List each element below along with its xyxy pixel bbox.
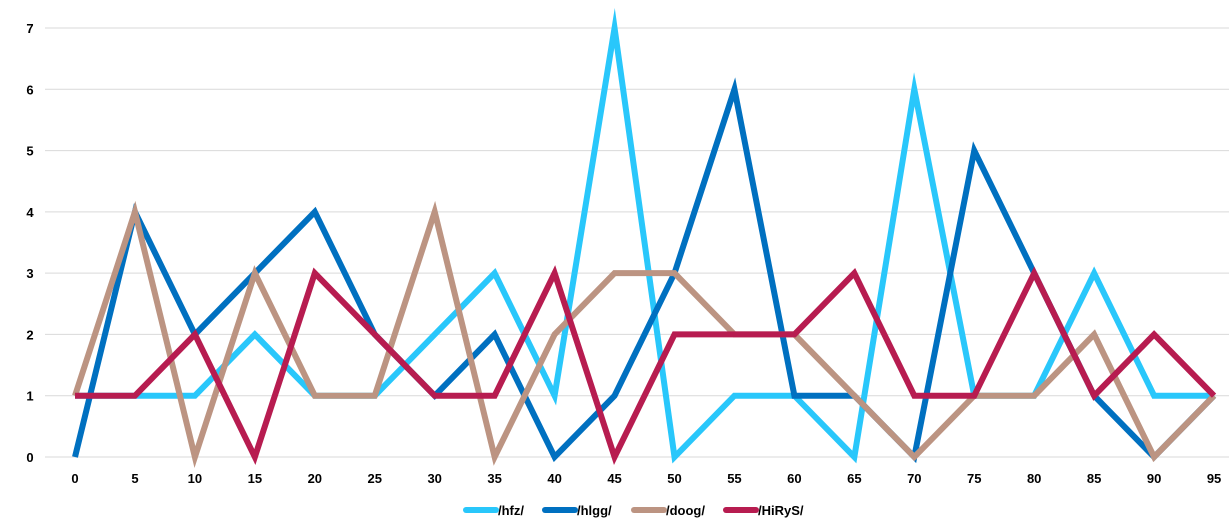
x-tick-label: 60 [787, 471, 801, 486]
series-line [72, 77, 1217, 464]
legend-item: /doog/ [631, 503, 705, 518]
x-axis-tick-labels: 0 5 10 15 20 25 30 35 40 45 50 55 60 65 70 75 80 85 90 95 [71, 471, 1221, 486]
legend-item: /HiRyS/ [723, 503, 804, 518]
legend-label: /hlgg/ [577, 503, 612, 518]
x-tick-label: 15 [248, 471, 262, 486]
x-tick-label: 50 [667, 471, 681, 486]
y-tick-label: 2 [26, 327, 33, 342]
y-tick-label: 3 [26, 266, 33, 281]
legend-label: /doog/ [666, 503, 705, 518]
y-tick-label: 7 [26, 21, 33, 36]
y-tick-label: 1 [26, 389, 33, 404]
series-line [72, 200, 1217, 468]
x-tick-label: 5 [131, 471, 138, 486]
legend-label: /HiRyS/ [758, 503, 804, 518]
x-tick-label: 90 [1147, 471, 1161, 486]
gridlines [45, 27, 1229, 458]
x-tick-label: 30 [427, 471, 441, 486]
y-tick-label: 4 [26, 205, 34, 220]
series-lines [72, 7, 1217, 468]
series-line [75, 265, 1217, 465]
x-tick-label: 80 [1027, 471, 1041, 486]
x-tick-label: 95 [1207, 471, 1221, 486]
legend-item: /hlgg/ [542, 503, 612, 518]
x-tick-label: 85 [1087, 471, 1101, 486]
y-tick-label: 6 [26, 82, 33, 97]
x-tick-label: 20 [308, 471, 322, 486]
y-axis-tick-labels: 0 1 2 3 4 5 6 7 [26, 21, 34, 465]
x-tick-label: 0 [71, 471, 78, 486]
x-tick-label: 10 [188, 471, 202, 486]
x-tick-label: 25 [368, 471, 382, 486]
x-tick-label: 70 [907, 471, 921, 486]
x-tick-label: 35 [487, 471, 501, 486]
x-tick-label: 65 [847, 471, 861, 486]
legend-item: /hfz/ [463, 503, 524, 518]
x-tick-label: 45 [607, 471, 621, 486]
y-tick-label: 5 [26, 144, 33, 159]
y-tick-label: 0 [26, 450, 33, 465]
x-tick-label: 55 [727, 471, 741, 486]
series-hirys [74, 265, 1217, 465]
legend-label: /hfz/ [498, 503, 524, 518]
x-tick-label: 40 [547, 471, 561, 486]
legend: /hfz/ /hlgg/ /doog/ /HiRyS/ [463, 503, 804, 518]
x-tick-label: 75 [967, 471, 981, 486]
